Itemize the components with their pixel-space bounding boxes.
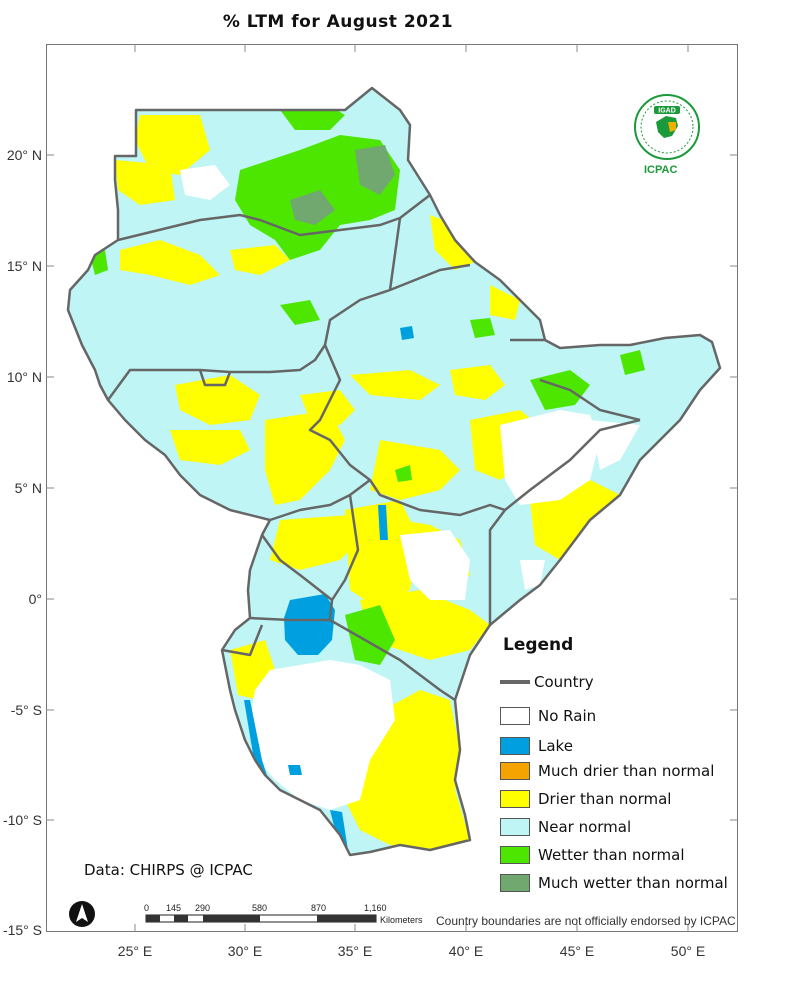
legend-swatch bbox=[500, 846, 530, 864]
lat-tick-10s: -10° S bbox=[2, 812, 42, 828]
map-title: % LTM for August 2021 bbox=[222, 12, 454, 32]
legend-swatch bbox=[500, 707, 530, 725]
data-source: Data: CHIRPS @ ICPAC bbox=[84, 861, 253, 879]
north-arrow-icon bbox=[69, 901, 95, 927]
legend-item-lake: Lake bbox=[500, 735, 573, 757]
legend-country: Country bbox=[500, 671, 594, 693]
country-boundaries bbox=[66, 86, 722, 857]
no-rain-areas bbox=[180, 165, 640, 810]
scale-bar bbox=[145, 914, 377, 923]
legend-item-no-rain: No Rain bbox=[500, 705, 596, 727]
legend-label: Near normal bbox=[538, 818, 632, 836]
disclaimer: Country boundaries are not officially en… bbox=[436, 914, 736, 928]
scale-unit: Kilometers bbox=[380, 915, 423, 925]
legend-swatch bbox=[500, 874, 530, 892]
legend-title: Legend bbox=[503, 635, 574, 655]
lat-tick-5s: -5° S bbox=[10, 702, 42, 718]
much-wetter-areas bbox=[290, 145, 395, 225]
lon-tick-35e: 35° E bbox=[337, 943, 373, 959]
lat-tick-10n: 10° N bbox=[6, 369, 42, 385]
legend-country-label: Country bbox=[534, 673, 594, 691]
legend-country-line bbox=[500, 680, 530, 684]
lon-tick-30e: 30° E bbox=[227, 943, 263, 959]
legend-swatch bbox=[500, 737, 530, 755]
rainfall-anomaly-layer bbox=[68, 88, 720, 855]
scale-tick-290: 290 bbox=[195, 903, 211, 913]
lon-tick-50e: 50° E bbox=[670, 943, 706, 959]
legend-item-much-drier: Much drier than normal bbox=[500, 760, 714, 782]
lat-tick-15s: -15° S bbox=[2, 922, 42, 938]
legend-item-much-wetter: Much wetter than normal bbox=[500, 872, 728, 894]
scale-tick-1160: 1,160 bbox=[364, 903, 387, 913]
legend-label: Much wetter than normal bbox=[538, 874, 728, 892]
lon-tick-45e: 45° E bbox=[559, 943, 595, 959]
logo-text: IGAD bbox=[658, 108, 676, 115]
legend-label: No Rain bbox=[538, 707, 597, 725]
legend-item-near-normal: Near normal bbox=[500, 816, 631, 838]
legend-item-wetter: Wetter than normal bbox=[500, 844, 685, 866]
lon-tick-40e: 40° E bbox=[448, 943, 484, 959]
igad-logo-icon: IGAD bbox=[634, 94, 700, 160]
lon-tick-25e: 25° E bbox=[117, 943, 153, 959]
legend-swatch bbox=[500, 762, 530, 780]
legend-item-drier: Drier than normal bbox=[500, 788, 671, 810]
lat-tick-15n: 15° N bbox=[6, 258, 42, 274]
scale-tick-0: 0 bbox=[144, 903, 150, 913]
lat-tick-5n: 5° N bbox=[14, 480, 42, 496]
scale-tick-870: 870 bbox=[311, 903, 327, 913]
scale-tick-145: 145 bbox=[166, 903, 182, 913]
legend-label: Much drier than normal bbox=[538, 762, 715, 780]
legend-label: Lake bbox=[538, 737, 573, 755]
legend-swatch bbox=[500, 790, 530, 808]
scale-tick-580: 580 bbox=[252, 903, 268, 913]
legend-swatch bbox=[500, 818, 530, 836]
legend-label: Drier than normal bbox=[538, 790, 672, 808]
graticule bbox=[46, 44, 738, 932]
lat-tick-0: 0° bbox=[28, 591, 42, 607]
lat-tick-20n: 20° N bbox=[6, 147, 42, 163]
logo-org: ICPAC bbox=[644, 164, 678, 176]
legend-label: Wetter than normal bbox=[538, 846, 685, 864]
